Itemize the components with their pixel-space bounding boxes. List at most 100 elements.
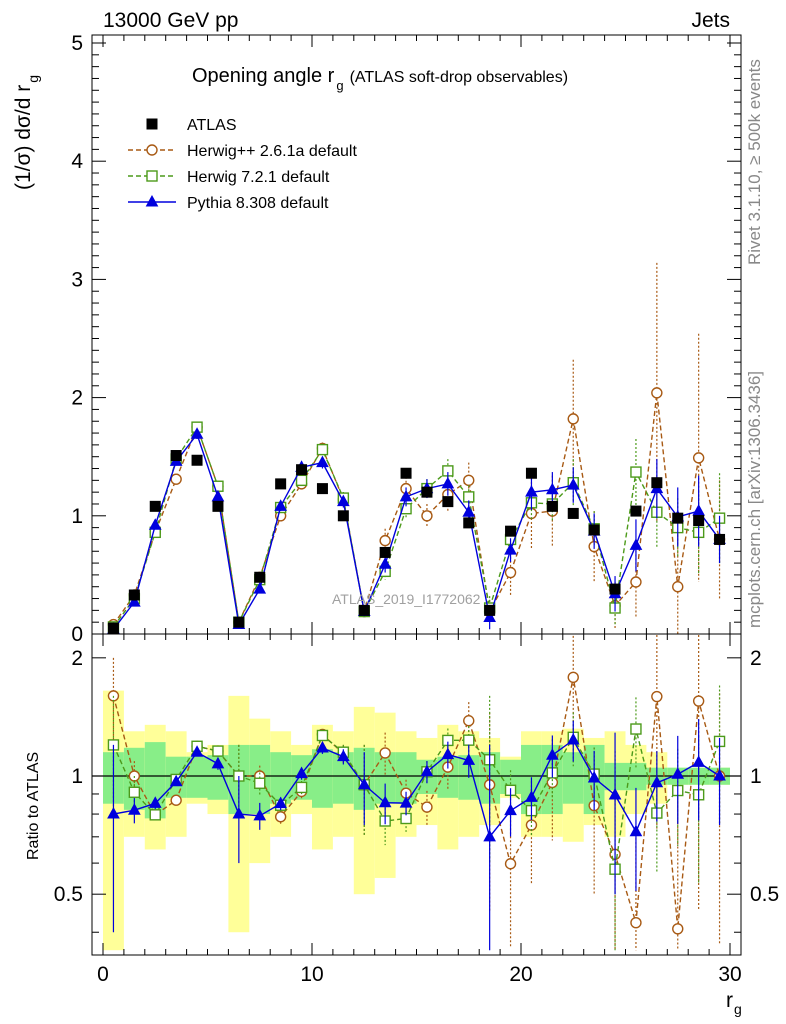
- y-tick-label: 3: [71, 268, 83, 291]
- pythia-ratio-point: [629, 824, 643, 837]
- atlas-data-point: [484, 604, 496, 616]
- atlas-data-point: [442, 496, 454, 508]
- pythia-ratio-point: [546, 748, 559, 760]
- herwig7-ratio-point: [316, 729, 329, 742]
- atlas-data-point: [379, 546, 391, 558]
- atlas-data-point: [316, 483, 328, 495]
- pythia-ratio-point: [148, 796, 162, 808]
- herwig7-ratio-point: [254, 777, 266, 789]
- pythia-point: [629, 538, 643, 550]
- pythia-ratio-point: [713, 768, 726, 781]
- pythia-ratio-point: [337, 749, 350, 762]
- atlas-data-point: [337, 510, 349, 522]
- pythia-ratio-point: [650, 775, 664, 788]
- ratio-tick-label-left: 0.5: [54, 883, 83, 906]
- herwigpp-point: [170, 473, 182, 485]
- ratio-tick-label-right: 2: [750, 647, 762, 670]
- atlas-data-point: [400, 467, 412, 479]
- pythia-ratio-point: [232, 807, 246, 819]
- atlas-data-point: [567, 507, 579, 519]
- pythia-point: [483, 610, 496, 622]
- atlas-data-point: [149, 500, 161, 512]
- pythia-ratio-point: [504, 803, 517, 816]
- main-plot-panel: 0 1 2 3 4 5: [71, 32, 742, 646]
- pythia-point: [546, 482, 559, 495]
- pythia-ratio-point: [378, 795, 392, 808]
- ratio-tick-label-left: 2: [71, 647, 83, 670]
- pythia-ratio-point: [128, 803, 141, 815]
- analysis-watermark: ATLAS_2019_I1772062: [332, 591, 481, 607]
- atlas-data-point: [651, 477, 663, 489]
- atlas-data-point: [630, 505, 642, 517]
- legend-label-herwig7: Herwig 7.2.1 default: [187, 169, 330, 186]
- y-axis-title: (1/σ) dσ/d r g: [12, 75, 41, 190]
- pythia-ratio-point: [399, 796, 413, 808]
- herwig7-ratio-point: [295, 781, 308, 794]
- legend-label-pythia: Pythia 8.308 default: [187, 195, 329, 212]
- pythia-point: [253, 582, 267, 594]
- x-axis-title-main: r: [726, 989, 733, 1012]
- atlas-data-point: [421, 486, 433, 498]
- atlas-data-point: [546, 500, 558, 512]
- pythia-ratio-point: [483, 829, 496, 842]
- pythia-point: [462, 505, 476, 517]
- x-axis-title-sub: g: [734, 1001, 742, 1017]
- herwig7-point: [295, 474, 308, 487]
- mcplots-label: mcplots.cern.ch [arXiv:1306.3436]: [745, 371, 764, 628]
- atlas-data-point: [275, 478, 287, 490]
- legend-label-herwigpp: Herwig++ 2.6.1a default: [187, 143, 357, 160]
- pythia-ratio-point: [357, 777, 371, 790]
- header-right-label: Jets: [691, 9, 730, 32]
- ratio-tick-label-left: 1: [71, 765, 83, 788]
- ratio-band-inner: [395, 752, 417, 804]
- legend-label-data: ATLAS: [187, 117, 237, 134]
- atlas-data-point: [525, 467, 537, 479]
- legend-marker-pythia: [145, 194, 159, 207]
- herwigpp-point: [463, 474, 475, 487]
- svg-text:rg: rg: [726, 989, 742, 1017]
- pythia-point: [211, 489, 225, 502]
- legend-marker-herwigpp: [146, 144, 158, 156]
- ratio-band-inner: [186, 756, 208, 798]
- herwigpp-ratio-point: [274, 811, 287, 823]
- herwigpp-ratio-point: [567, 671, 579, 683]
- pythia-ratio-point: [274, 796, 287, 809]
- atlas-data-point: [233, 616, 245, 628]
- pythia-point: [692, 504, 705, 516]
- pythia-point: [399, 489, 413, 502]
- ratio-band-inner: [312, 749, 333, 808]
- pythia-point: [128, 595, 141, 607]
- y-tick-label: 2: [71, 387, 83, 410]
- chart-title-main: Opening angle r: [192, 65, 335, 87]
- pythia-point: [378, 557, 392, 569]
- herwig7-ratio-point: [463, 734, 475, 746]
- pythia-point: [274, 499, 287, 511]
- ratio-tick-label-right: 0.5: [750, 883, 779, 906]
- herwigpp-ratio-point: [463, 715, 475, 727]
- atlas-data-point: [358, 604, 370, 616]
- x-tick-label: 20: [509, 963, 532, 986]
- y-tick-label: 4: [71, 150, 83, 173]
- ratio-band-inner: [270, 752, 292, 804]
- svg-text:(1/σ) dσ/d rg: (1/σ) dσ/d r g: [12, 75, 41, 190]
- pythia-ratio-point: [566, 732, 580, 745]
- pythia-point: [337, 494, 350, 507]
- y-axis-title-main: (1/σ) dσ/d r: [12, 85, 35, 190]
- herwigpp-point: [504, 566, 517, 579]
- chart-title-sub: g: [336, 78, 343, 93]
- atlas-data-point: [191, 454, 203, 466]
- legend-marker-herwig7: [146, 170, 158, 182]
- pythia-ratio-point: [169, 774, 183, 787]
- atlas-data-point: [609, 583, 621, 595]
- rivet-version-label: Rivet 3.1.10, ≥ 500k events: [745, 59, 764, 265]
- atlas-data-point: [212, 500, 224, 512]
- atlas-data-point: [107, 622, 119, 634]
- herwig7-ratio-point: [212, 745, 224, 757]
- x-tick-label: 30: [718, 963, 741, 986]
- atlas-data-point: [170, 450, 182, 462]
- header-left-label: 13000 GeV pp: [103, 9, 238, 32]
- atlas-data-point: [296, 464, 308, 476]
- ratio-band-inner: [562, 752, 584, 804]
- herwigpp-point: [692, 452, 705, 464]
